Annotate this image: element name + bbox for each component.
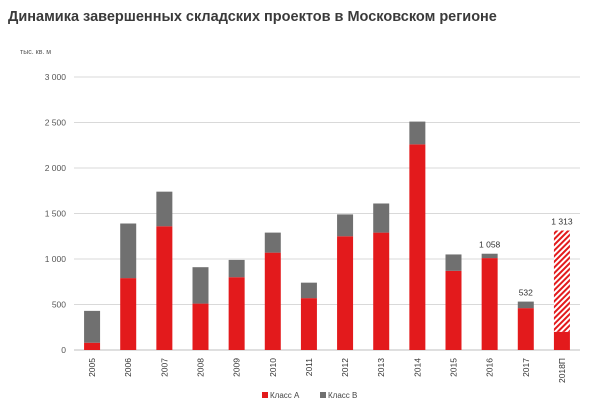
bar-class-a (481, 258, 498, 350)
bars (84, 121, 570, 350)
data-label: 532 (519, 288, 533, 298)
legend-swatch (320, 392, 326, 398)
y-tick-label: 1 000 (45, 254, 67, 264)
bar-class-b (264, 232, 281, 253)
bar-class-b (120, 223, 137, 279)
bar-forecast (553, 230, 570, 332)
y-tick-label: 3 000 (45, 72, 67, 82)
bar-class-b (156, 191, 173, 227)
y-tick-label: 500 (52, 300, 66, 310)
x-tick-label: 2015 (449, 358, 459, 377)
data-labels: 1 058 532 1 313 (479, 217, 573, 298)
bar-class-b (517, 301, 534, 309)
bar-class-b (481, 253, 498, 259)
bar-class-a (300, 298, 317, 350)
bar-class-b (337, 214, 354, 237)
legend: Класс А Класс В (262, 391, 357, 400)
data-label: 1 313 (551, 217, 573, 227)
bar-class-b (445, 254, 462, 271)
x-tick-label: 2006 (123, 358, 133, 377)
bar-class-a (337, 236, 354, 350)
bar-class-a (84, 342, 101, 350)
x-tick-label: 2005 (87, 358, 97, 377)
y-tick-label: 2 500 (45, 118, 67, 128)
x-axis-ticks: 2005 2006 2007 2008 2009 2010 2011 2012 2013 2014… (87, 358, 567, 383)
bar-class-a (192, 303, 209, 350)
bar-class-a (228, 277, 245, 350)
x-tick-label: 2007 (159, 358, 169, 377)
bar-class-b (300, 282, 317, 299)
legend-label: Класс В (328, 391, 357, 400)
x-tick-label: 2011 (304, 358, 314, 377)
y-axis-unit-label: тыс. кв. м (20, 49, 51, 56)
y-axis-ticks: 0 500 1 000 1 500 2 000 2 500 3 000 (45, 72, 67, 355)
data-label: 1 058 (479, 240, 501, 250)
x-tick-label: 2014 (412, 358, 422, 377)
bar-class-b (373, 203, 390, 233)
bar-class-b (409, 121, 426, 145)
legend-swatch (262, 392, 268, 398)
bar-class-b (228, 259, 245, 278)
bar-class-a (264, 252, 281, 350)
legend-label: Класс А (270, 391, 300, 400)
y-tick-label: 2 000 (45, 163, 67, 173)
bar-class-a (373, 232, 390, 350)
x-tick-label: 2008 (196, 358, 206, 377)
grid-lines (74, 76, 580, 351)
bar-class-a (409, 144, 426, 350)
y-tick-label: 1 500 (45, 209, 67, 219)
chart-title: Динамика завершенных складских проектов … (8, 9, 497, 25)
x-tick-label: 2016 (485, 358, 495, 377)
x-tick-label: 2012 (340, 358, 350, 377)
bar-class-a (156, 226, 173, 350)
x-tick-label: 2018П (557, 358, 567, 383)
bar-class-a (445, 270, 462, 350)
y-tick-label: 0 (61, 345, 66, 355)
x-tick-label: 2013 (376, 358, 386, 377)
x-tick-label: 2010 (268, 358, 278, 377)
x-tick-label: 2017 (521, 358, 531, 377)
bar-class-b (84, 310, 101, 343)
bar-class-a (553, 331, 570, 350)
bar-class-b (192, 267, 209, 304)
bar-class-a (120, 278, 137, 350)
bar-class-a (517, 308, 534, 350)
x-tick-label: 2009 (232, 358, 242, 377)
